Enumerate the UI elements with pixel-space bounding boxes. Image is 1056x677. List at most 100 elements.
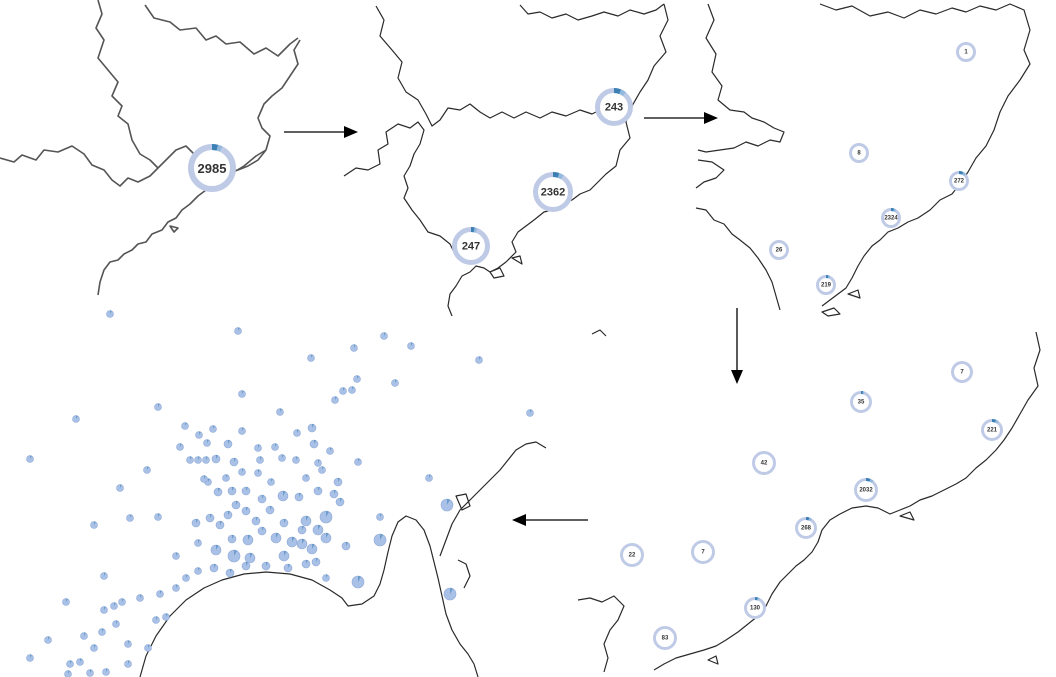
point-marker[interactable] [124, 640, 132, 648]
point-marker[interactable] [302, 474, 310, 482]
point-marker[interactable] [293, 429, 301, 437]
point-marker[interactable] [118, 598, 126, 606]
point-marker[interactable] [326, 447, 334, 455]
point-marker[interactable] [254, 469, 262, 477]
point-marker[interactable] [350, 344, 358, 352]
point-marker[interactable] [373, 533, 387, 547]
point-marker[interactable] [279, 518, 289, 528]
point-marker[interactable] [296, 538, 308, 550]
point-marker[interactable] [227, 486, 237, 496]
point-marker[interactable] [136, 594, 144, 602]
point-marker[interactable] [271, 443, 279, 451]
cluster-marker[interactable]: 247 [452, 226, 490, 265]
point-marker[interactable] [257, 526, 267, 536]
point-marker[interactable] [407, 342, 415, 350]
cluster-marker[interactable]: 221 [981, 419, 1003, 441]
cluster-marker[interactable]: 268 [795, 517, 817, 539]
point-marker[interactable] [311, 557, 321, 567]
point-marker[interactable] [116, 484, 124, 492]
point-marker[interactable] [339, 387, 347, 395]
point-marker[interactable] [341, 541, 351, 551]
point-marker[interactable] [100, 572, 108, 580]
point-marker[interactable] [353, 375, 361, 383]
cluster-marker[interactable]: 130 [744, 596, 766, 619]
cluster-marker[interactable]: 2985 [188, 144, 236, 192]
cluster-marker[interactable]: 272 [949, 171, 969, 191]
point-marker[interactable] [223, 510, 233, 520]
point-marker[interactable] [307, 354, 315, 362]
point-marker[interactable] [292, 456, 300, 464]
point-marker[interactable] [300, 515, 312, 527]
point-marker[interactable] [283, 563, 293, 573]
point-marker[interactable] [100, 606, 108, 614]
point-marker[interactable] [241, 561, 251, 571]
cluster-marker[interactable]: 2362 [533, 172, 573, 212]
cluster-marker[interactable]: 7 [691, 540, 715, 564]
point-marker[interactable] [182, 574, 190, 582]
cluster-marker[interactable]: 243 [595, 88, 633, 126]
point-marker[interactable] [62, 598, 70, 606]
point-marker[interactable] [238, 390, 246, 398]
point-marker[interactable] [66, 660, 74, 668]
point-marker[interactable] [234, 327, 242, 335]
point-marker[interactable] [391, 379, 399, 387]
point-marker[interactable] [225, 568, 235, 578]
point-marker[interactable] [176, 443, 184, 451]
point-marker[interactable] [215, 520, 225, 530]
point-marker[interactable] [267, 478, 275, 486]
point-marker[interactable] [98, 628, 106, 636]
point-marker[interactable] [376, 513, 384, 521]
point-marker[interactable] [205, 513, 215, 523]
cluster-marker[interactable]: 26 [769, 240, 789, 260]
point-marker[interactable] [72, 415, 80, 423]
cluster-marker[interactable]: 219 [816, 275, 836, 295]
point-marker[interactable] [278, 454, 286, 462]
point-marker[interactable] [254, 444, 262, 452]
point-marker[interactable] [154, 403, 162, 411]
point-marker[interactable] [211, 454, 221, 464]
point-marker[interactable] [278, 550, 290, 562]
point-marker[interactable] [380, 332, 388, 340]
point-marker[interactable] [319, 510, 333, 524]
point-marker[interactable] [425, 474, 433, 482]
point-marker[interactable] [209, 425, 217, 433]
cluster-marker[interactable]: 42 [752, 451, 776, 475]
point-marker[interactable] [156, 590, 164, 598]
point-marker[interactable] [80, 632, 88, 640]
point-marker[interactable] [261, 561, 271, 571]
cluster-marker[interactable]: 35 [850, 390, 872, 413]
point-marker[interactable] [162, 613, 170, 621]
point-marker[interactable] [351, 575, 365, 589]
point-marker[interactable] [209, 563, 219, 573]
point-marker[interactable] [144, 644, 152, 652]
point-marker[interactable] [200, 475, 208, 483]
point-marker[interactable] [194, 539, 202, 547]
point-marker[interactable] [86, 669, 94, 677]
point-marker[interactable] [294, 492, 304, 502]
point-marker[interactable] [331, 396, 339, 404]
point-marker[interactable] [143, 466, 151, 474]
cluster-marker[interactable]: 7 [951, 361, 973, 383]
point-marker[interactable] [26, 654, 34, 662]
point-marker[interactable] [277, 490, 289, 502]
point-marker[interactable] [90, 644, 98, 652]
point-marker[interactable] [348, 386, 356, 394]
point-marker[interactable] [195, 431, 203, 439]
point-marker[interactable] [227, 549, 241, 563]
point-marker[interactable] [229, 457, 239, 467]
point-marker[interactable] [329, 489, 339, 499]
point-marker[interactable] [256, 456, 264, 464]
point-marker[interactable] [322, 574, 330, 582]
point-marker[interactable] [526, 409, 534, 417]
cluster-marker[interactable]: 1 [956, 42, 976, 62]
point-marker[interactable] [241, 506, 251, 516]
point-marker[interactable] [440, 498, 454, 512]
point-marker[interactable] [354, 458, 362, 466]
point-marker[interactable] [90, 521, 98, 529]
point-marker[interactable] [238, 468, 246, 476]
point-marker[interactable] [307, 423, 317, 433]
point-marker[interactable] [320, 532, 332, 544]
point-marker[interactable] [64, 670, 72, 677]
point-marker[interactable] [172, 552, 180, 560]
point-marker[interactable] [297, 525, 307, 535]
